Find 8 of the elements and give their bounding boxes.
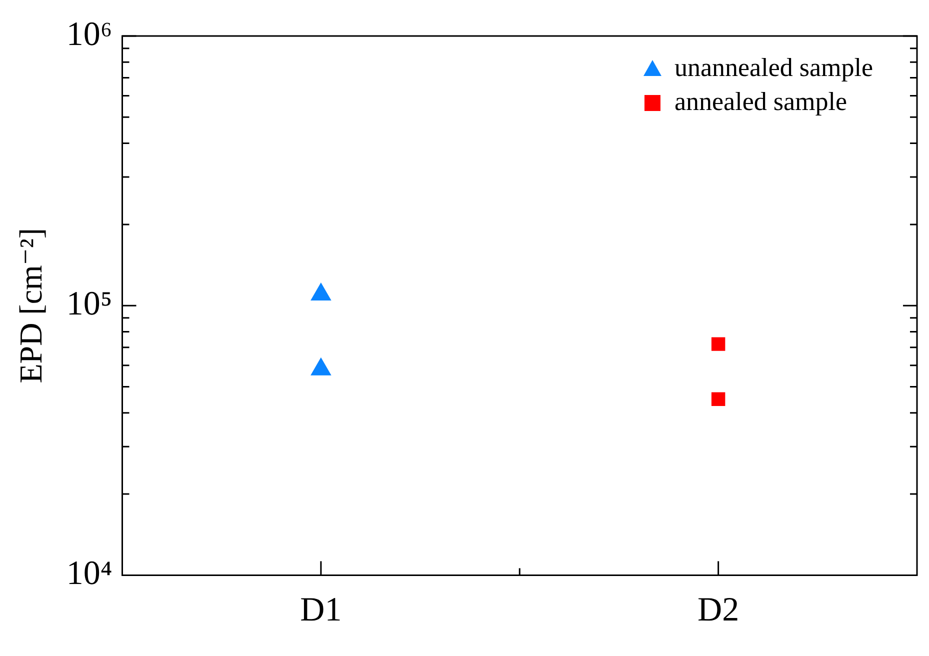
x-tick-label: D2 (698, 592, 740, 629)
y-tick-label: 10⁶ (66, 16, 112, 53)
legend-label: unannealed sample (674, 52, 873, 82)
legend-label: annealed sample (674, 86, 847, 116)
x-tick-label: D1 (300, 592, 342, 629)
y-tick-label: 10⁵ (66, 286, 112, 323)
y-tick-label: 10⁴ (66, 555, 112, 592)
y-axis-title: EPD [cm⁻²] (12, 228, 49, 384)
